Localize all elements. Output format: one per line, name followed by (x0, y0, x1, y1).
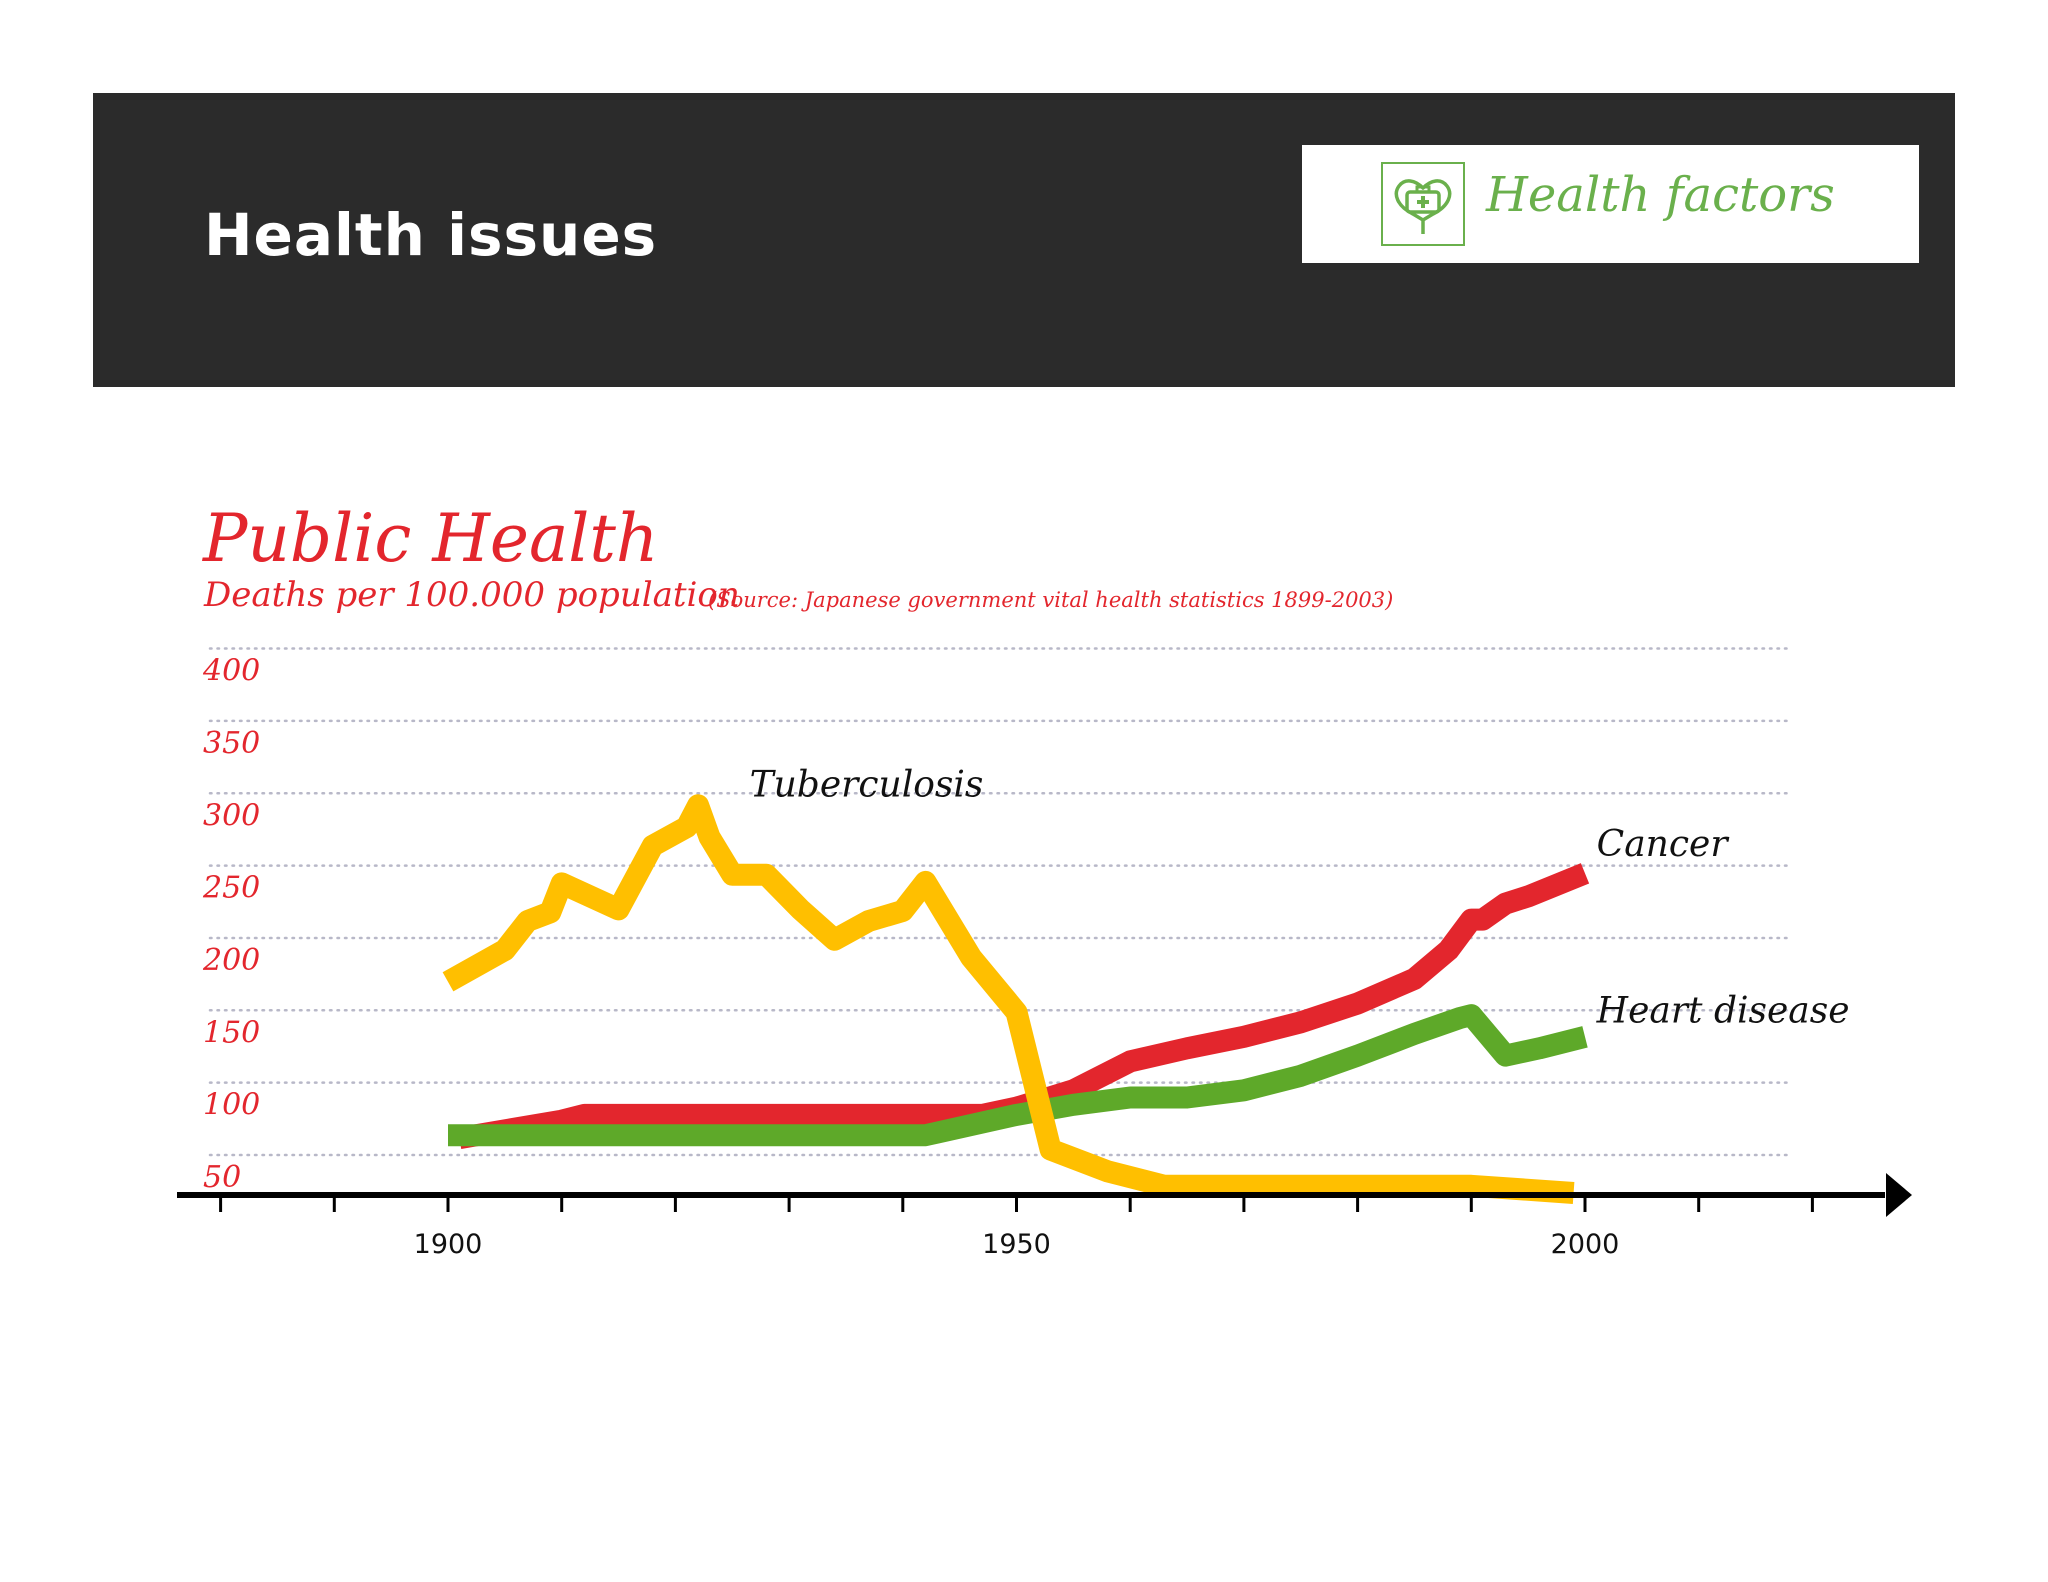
chart-title: Public Health (202, 500, 658, 577)
series-label-heart-disease: Heart disease (1596, 990, 1850, 1031)
gridlines (208, 647, 1792, 1157)
series-line-tuberculosis (442, 794, 1575, 1204)
brand-label: Health factors (1486, 167, 1835, 223)
heart-medical-kit-icon (1381, 162, 1465, 246)
brand-badge: Health factors (1302, 145, 1919, 263)
y-tick-label: 200 (202, 943, 260, 978)
y-tick-label: 150 (203, 1015, 260, 1050)
series-line-cancer (457, 863, 1590, 1149)
x-tick-label: 2000 (1551, 1229, 1620, 1260)
series-labels: Tuberculosis Cancer Heart disease (750, 765, 1850, 1032)
page-title: Health issues (204, 201, 658, 269)
chart-subtitle: Deaths per 100.000 population (203, 575, 740, 615)
y-tick-label: 300 (203, 798, 260, 833)
y-tick-label: 100 (203, 1088, 260, 1123)
header-bar: Health issues Health factors (93, 93, 1955, 387)
series-label-cancer: Cancer (1597, 824, 1730, 865)
y-tick-label: 400 (202, 654, 260, 689)
x-tick-label: 1900 (414, 1229, 483, 1260)
y-tick-label: 350 (203, 726, 260, 761)
y-tick-label: 250 (202, 871, 260, 906)
series-lines (442, 794, 1590, 1204)
series-line-heart-disease (448, 1004, 1588, 1147)
x-tick-label: 1950 (982, 1229, 1051, 1260)
y-tick-label: 50 (203, 1160, 241, 1195)
x-axis-arrowhead (1886, 1173, 1912, 1217)
chart-source: (Source: Japanese government vital healt… (708, 588, 1393, 612)
series-label-tuberculosis: Tuberculosis (750, 765, 984, 806)
x-axis: 1900 1950 2000 (177, 1173, 1912, 1260)
y-axis-labels: 50 100 150 200 250 300 350 400 (202, 654, 260, 1195)
